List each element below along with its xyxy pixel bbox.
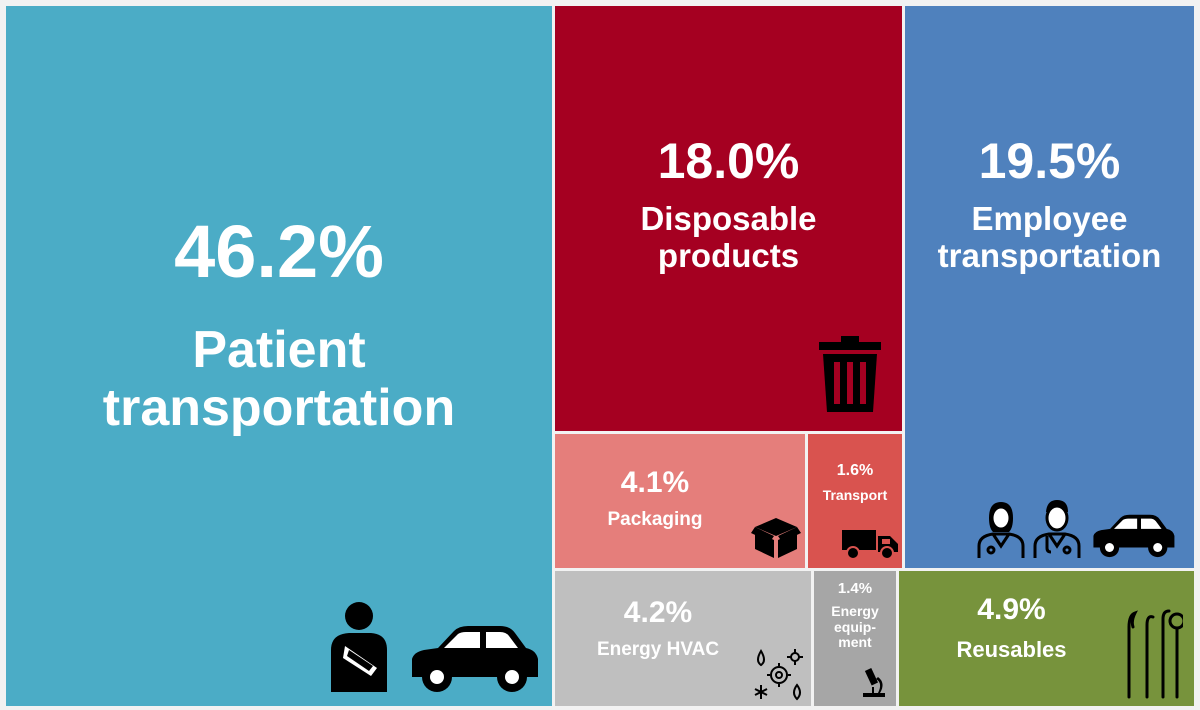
tile-label-employee: Employee transportation — [937, 200, 1162, 274]
treemap-tile-patient: 46.2% Patient transportation — [6, 6, 552, 706]
trash-can-icon — [817, 336, 883, 412]
tile-label-reusables: Reusables — [956, 637, 1067, 662]
tile-value-equipment: 1.4% — [837, 580, 873, 597]
tile-label-transport: Transport — [822, 487, 888, 503]
doctor-female-icon — [975, 496, 1027, 558]
car-icon — [1087, 506, 1177, 562]
dental-tools-icon — [1121, 607, 1183, 699]
treemap-tile-employee: 19.5% Employee transportation — [905, 6, 1194, 568]
tile-label-hvac: Energy HVAC — [596, 639, 720, 660]
treemap-tile-hvac: 4.2% Energy HVAC — [555, 571, 811, 706]
tile-label-packaging: Packaging — [607, 509, 703, 530]
box-icon — [751, 514, 801, 560]
treemap-tile-reusables: 4.9% Reusables — [899, 571, 1194, 706]
tile-label-disposable: Disposable products — [640, 200, 817, 274]
treemap-tile-packaging: 4.1% Packaging — [555, 434, 805, 568]
tile-value-hvac: 4.2% — [623, 596, 693, 629]
microscope-icon — [858, 667, 888, 701]
doctor-male-icon — [1031, 496, 1083, 558]
treemap-tile-equipment: 1.4% Energy equip- ment — [814, 571, 896, 706]
tile-value-transport: 1.6% — [836, 462, 874, 479]
hvac-icon — [751, 647, 809, 701]
tile-value-packaging: 4.1% — [620, 466, 690, 499]
treemap-tile-disposable: 18.0% Disposable products — [555, 6, 902, 431]
car-icon — [402, 619, 542, 693]
tile-value-employee: 19.5% — [978, 133, 1121, 189]
tile-label-equipment: Energy equip- ment — [831, 603, 879, 651]
treemap-tile-transport: 1.6% Transport — [808, 434, 902, 568]
tile-label-patient: Patient transportation — [102, 321, 456, 438]
tile-value-patient: 46.2% — [174, 210, 384, 293]
tile-value-reusables: 4.9% — [977, 593, 1046, 626]
patient-arm-sling-icon — [319, 600, 397, 692]
tile-value-disposable: 18.0% — [657, 133, 800, 189]
truck-icon — [842, 526, 898, 560]
